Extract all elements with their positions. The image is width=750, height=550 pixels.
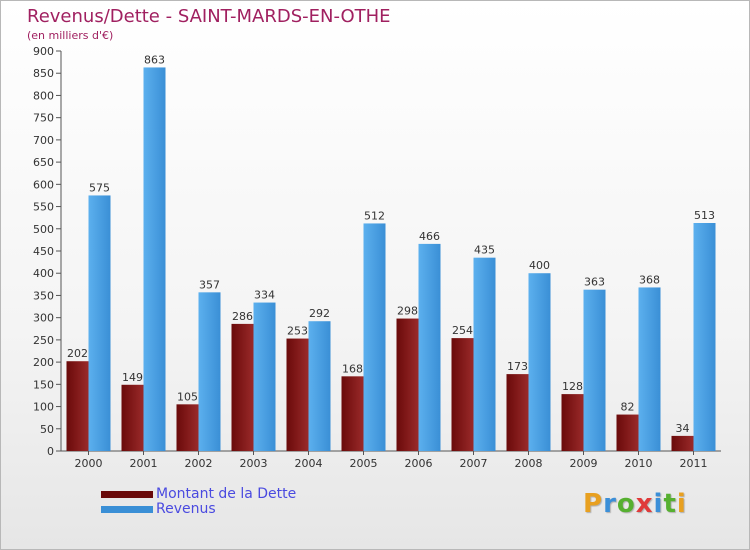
y-tick-label: 600 — [33, 178, 54, 191]
data-label-revenus: 400 — [529, 259, 550, 272]
data-label-revenus: 334 — [254, 289, 275, 302]
axes: 0 50 100 150 200 250 300 350 400 450 500 550 600 650 7… — [33, 45, 721, 470]
data-label-revenus: 363 — [584, 276, 605, 289]
data-label-dette: 253 — [287, 325, 308, 338]
x-tick-label: 2003 — [240, 457, 268, 470]
y-tick-label: 0 — [47, 445, 54, 458]
bar-dette — [341, 376, 364, 451]
data-label-revenus: 575 — [89, 181, 110, 194]
logo-letter: P — [583, 489, 604, 519]
y-tick-label: 150 — [33, 378, 54, 391]
logo-letter: i — [653, 489, 664, 519]
data-label-revenus: 435 — [474, 244, 495, 257]
x-tick-label: 2001 — [130, 457, 158, 470]
bar-revenus — [308, 321, 331, 451]
data-label-revenus: 863 — [144, 53, 165, 66]
bar-revenus — [473, 257, 496, 451]
bar-revenus — [638, 287, 661, 451]
x-tick-label: 2005 — [350, 457, 378, 470]
data-label-revenus: 512 — [364, 209, 385, 222]
y-tick-label: 550 — [33, 201, 54, 214]
data-label-dette: 128 — [562, 380, 583, 393]
data-label-dette: 149 — [122, 371, 143, 384]
bar-revenus — [528, 273, 551, 451]
x-tick-label: 2007 — [460, 457, 488, 470]
data-label-dette: 34 — [676, 422, 690, 435]
bar-revenus — [583, 289, 606, 451]
y-tick-label: 300 — [33, 312, 54, 325]
x-tick-label: 2009 — [570, 457, 598, 470]
bar-dette — [231, 323, 254, 451]
y-tick-label: 250 — [33, 334, 54, 347]
bar-revenus — [88, 195, 111, 451]
data-label-dette: 82 — [621, 401, 635, 414]
data-label-revenus: 466 — [419, 230, 440, 243]
x-tick-label: 2010 — [625, 457, 653, 470]
legend-swatch-revenus — [101, 506, 153, 513]
logo-letter: r — [603, 489, 617, 519]
bars — [66, 67, 716, 451]
data-label-dette: 286 — [232, 310, 253, 323]
y-tick-label: 450 — [33, 245, 54, 258]
bar-revenus — [198, 292, 221, 451]
x-tick-label: 2011 — [680, 457, 708, 470]
data-label-dette: 298 — [397, 305, 418, 318]
logo-letter: x — [635, 489, 654, 519]
y-tick-label: 400 — [33, 267, 54, 280]
legend-label-revenus: Revenus — [156, 501, 216, 517]
x-tick-label: 2004 — [295, 457, 323, 470]
proxiti-logo: Proxiti — [583, 489, 687, 519]
bar-revenus — [253, 302, 276, 451]
y-tick-label: 700 — [33, 134, 54, 147]
x-tick-label: 2002 — [185, 457, 213, 470]
x-tick-label: 2008 — [515, 457, 543, 470]
y-tick-label: 500 — [33, 223, 54, 236]
bar-dette — [121, 384, 144, 451]
y-tick-label: 350 — [33, 289, 54, 302]
legend-swatch-dette — [101, 491, 153, 498]
y-tick-label: 750 — [33, 112, 54, 125]
y-tick-label: 50 — [40, 423, 54, 436]
y-tick-label: 100 — [33, 401, 54, 414]
data-label-revenus: 513 — [694, 209, 715, 222]
y-tick-label: 200 — [33, 356, 54, 369]
bar-revenus — [693, 223, 716, 451]
y-tick-label: 650 — [33, 156, 54, 169]
x-tick-label: 2006 — [405, 457, 433, 470]
x-tick-label: 2000 — [75, 457, 103, 470]
bar-dette — [286, 338, 309, 451]
logo-letter: i — [676, 489, 687, 519]
y-tick-label: 800 — [33, 89, 54, 102]
bar-revenus — [143, 67, 166, 451]
data-label-dette: 105 — [177, 390, 198, 403]
bar-revenus — [418, 243, 441, 451]
data-label-revenus: 357 — [199, 278, 220, 291]
logo-letter: o — [616, 489, 636, 519]
bar-dette — [561, 394, 584, 451]
data-label-dette: 202 — [67, 347, 88, 360]
legend-label-dette: Montant de la Dette — [156, 486, 297, 502]
bar-dette — [671, 435, 694, 451]
data-label-dette: 168 — [342, 362, 363, 375]
bar-dette — [451, 338, 474, 451]
y-tick-label: 900 — [33, 45, 54, 58]
bar-dette — [506, 374, 529, 451]
bar-dette — [66, 361, 89, 451]
logo-letter: t — [663, 489, 677, 519]
chart-subtitle: (en milliers d'€) — [27, 29, 114, 42]
data-label-revenus: 368 — [639, 273, 660, 286]
data-label-dette: 254 — [452, 324, 473, 337]
y-tick-label: 850 — [33, 67, 54, 80]
bar-dette — [176, 404, 199, 451]
bar-dette — [616, 414, 639, 451]
chart-title: Revenus/Dette - SAINT-MARDS-EN-OTHE — [27, 6, 391, 27]
data-label-dette: 173 — [507, 360, 528, 373]
bar-revenus — [363, 223, 386, 451]
data-label-revenus: 292 — [309, 307, 330, 320]
bar-dette — [396, 318, 419, 451]
